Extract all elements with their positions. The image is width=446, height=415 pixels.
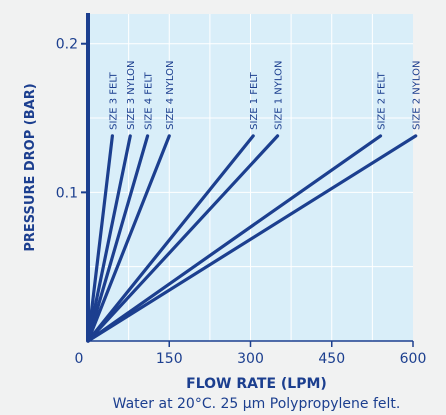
series-label: SIZE 3 FELT — [108, 71, 119, 129]
series-line — [86, 134, 255, 343]
series-label: SIZE 2 NYLON — [412, 61, 423, 130]
y-axis-title: PRESSURE DROP (BAR) — [23, 83, 38, 251]
x-tick-label: 150 — [156, 351, 183, 367]
series-label: SIZE 3 NYLON — [126, 61, 137, 130]
series-line — [86, 134, 114, 343]
series-line — [86, 134, 150, 343]
axes — [81, 13, 414, 347]
tick-labels: 0.1 0.2 0 150 300 450 600 — [56, 37, 427, 367]
series-line — [86, 134, 280, 343]
series-label: SIZE 2 FELT — [377, 71, 388, 129]
x-tick-label: 600 — [400, 351, 427, 367]
grid — [88, 14, 413, 341]
series-label: SIZE 4 FELT — [144, 71, 155, 129]
x-tick-label: 300 — [237, 351, 264, 367]
series-label: SIZE 1 FELT — [249, 71, 260, 129]
series-labels: SIZE 3 FELT SIZE 3 NYLON SIZE 4 FELT SIZE 4… — [108, 61, 422, 130]
chart-caption: Water at 20°C. 25 µm Polypropylene felt. — [113, 396, 401, 412]
series-line — [86, 134, 383, 343]
series-lines — [86, 134, 418, 343]
series-line — [86, 134, 171, 343]
x-axis-title: FLOW RATE (LPM) — [186, 376, 327, 392]
y-tick-label: 0.2 — [56, 37, 78, 53]
x-tick-label: 0 — [75, 351, 84, 367]
series-label: SIZE 1 NYLON — [274, 61, 285, 130]
x-tick-label: 450 — [318, 351, 345, 367]
series-line — [86, 134, 418, 343]
series-line — [86, 134, 132, 343]
y-tick-label: 0.1 — [56, 185, 78, 201]
series-label: SIZE 4 NYLON — [165, 61, 176, 130]
